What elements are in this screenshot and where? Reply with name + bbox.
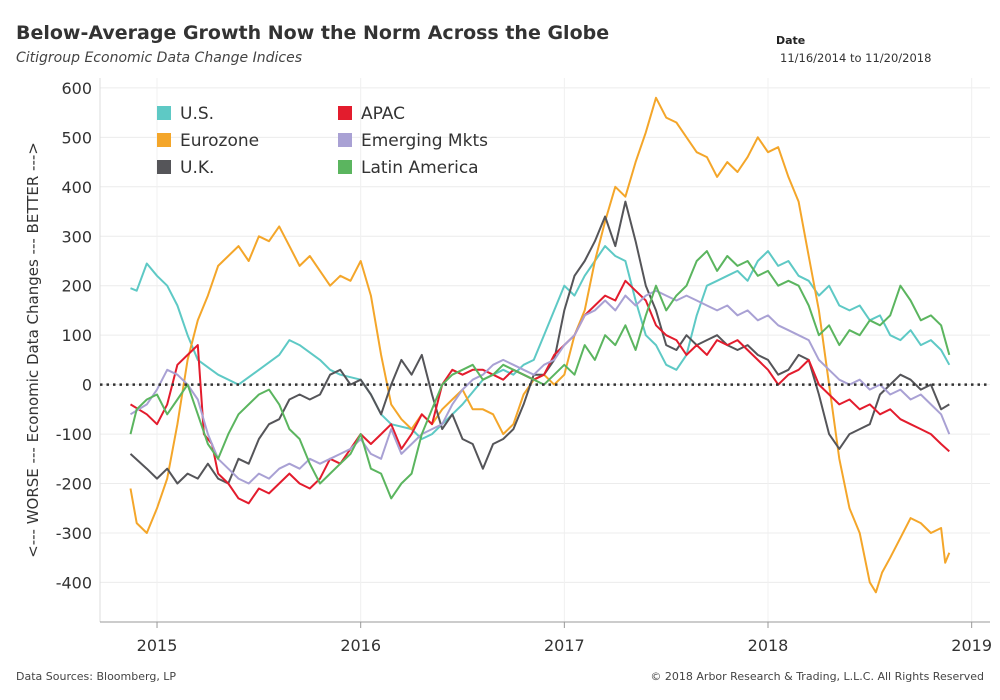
y-tick-label: 0 — [82, 376, 92, 395]
y-tick-label: 400 — [61, 178, 92, 197]
x-tick-label: 2019 — [951, 636, 992, 655]
legend-label: APAC — [361, 104, 405, 124]
y-tick-label: -400 — [56, 573, 92, 592]
y-tick-label: -100 — [56, 425, 92, 444]
legend-swatch — [338, 160, 352, 174]
legend-swatch — [157, 160, 171, 174]
legend-swatch — [157, 133, 171, 147]
y-tick-label: 600 — [61, 79, 92, 98]
legend-label: U.K. — [180, 158, 214, 178]
y-tick-label: 500 — [61, 128, 92, 147]
y-tick-label: 200 — [61, 277, 92, 296]
x-tick-label: 2018 — [748, 636, 789, 655]
copyright-note: © 2018 Arbor Research & Trading, L.L.C. … — [650, 670, 984, 683]
legend-label: U.S. — [180, 104, 214, 124]
series-line-u-s- — [130, 245, 951, 440]
legend-swatch — [338, 133, 352, 147]
y-axis-label: <--- WORSE --- Economic Data Changes ---… — [24, 142, 42, 558]
legend-swatch — [157, 106, 171, 120]
date-range-value: 11/16/2014 to 11/20/2018 — [780, 51, 932, 65]
legend-label: Latin America — [361, 158, 479, 178]
chart-subtitle: Citigroup Economic Data Change Indices — [16, 50, 302, 66]
series-line-latin-america — [129, 250, 951, 500]
legend-swatch — [338, 106, 352, 120]
chart-title: Below-Average Growth Now the Norm Across… — [16, 22, 610, 44]
date-label: Date — [776, 34, 806, 47]
y-tick-label: 100 — [61, 326, 92, 345]
y-tick-label: -300 — [56, 524, 92, 543]
data-source-note: Data Sources: Bloomberg, LP — [16, 670, 177, 683]
series-line-apac — [129, 279, 950, 505]
y-tick-label: 300 — [61, 227, 92, 246]
y-tick-label: -200 — [56, 475, 92, 494]
legend-label: Emerging Mkts — [361, 131, 488, 151]
x-tick-label: 2016 — [340, 636, 381, 655]
x-tick-label: 2015 — [137, 636, 178, 655]
x-tick-label: 2017 — [544, 636, 585, 655]
legend-label: Eurozone — [180, 131, 259, 151]
series-line-emerging-mkts — [129, 289, 951, 485]
